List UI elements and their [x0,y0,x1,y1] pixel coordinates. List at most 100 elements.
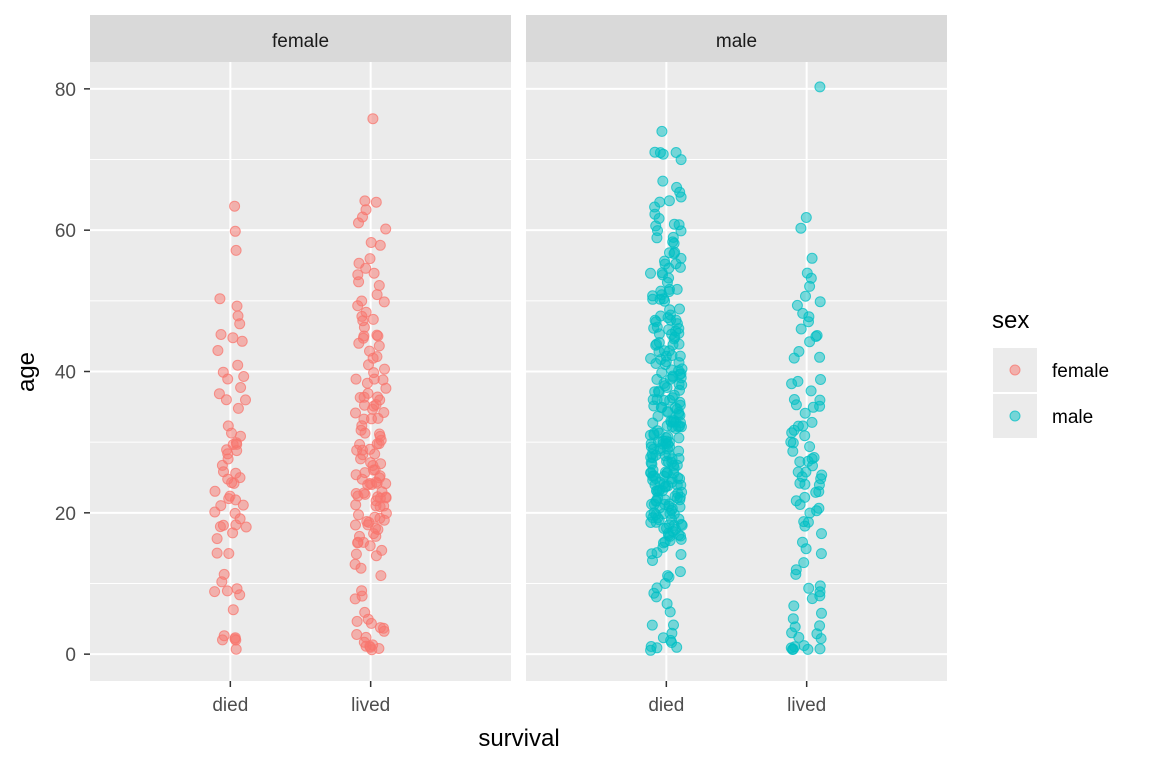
data-point [371,477,383,489]
legend-label: female [1052,361,1109,382]
data-point [222,373,234,385]
data-point [227,604,239,616]
data-point [650,358,662,369]
data-point [370,550,382,562]
data-point [359,427,371,439]
data-point [350,407,361,419]
data-point [350,519,361,531]
facet-strip-label: male [716,31,757,52]
data-point [799,520,811,532]
x-tick-label: lived [351,695,390,716]
legend-swatch [1009,410,1021,422]
data-point [366,413,377,425]
data-point [800,543,812,555]
data-point [229,225,241,237]
data-point [798,557,810,569]
data-point [804,280,816,292]
data-point [675,549,687,560]
data-point [788,352,800,364]
data-point [799,478,811,490]
data-point [224,490,236,502]
data-point [350,499,362,511]
data-point [221,585,233,597]
data-point [663,195,675,207]
data-point [357,449,369,461]
data-point [806,252,818,264]
data-point [229,200,241,212]
data-point [373,643,385,654]
data-point [786,427,798,439]
facet-panel-female: female [90,15,511,681]
data-point [368,267,380,279]
data-point [647,555,658,566]
data-point [811,505,823,517]
data-point [237,499,249,511]
data-point [675,154,687,166]
data-point [360,262,372,274]
data-point [807,460,818,472]
data-point [810,486,822,498]
data-point [231,300,243,312]
y-tick-label: 20 [55,504,76,525]
legend: sex female male [992,307,1109,438]
data-point [364,253,376,265]
data-point [373,340,385,352]
data-point [666,421,678,433]
data-point [370,196,382,208]
data-point [214,293,226,305]
y-axis-title: age [13,352,40,392]
data-point [353,217,364,229]
data-point [220,394,232,406]
data-point [791,299,803,311]
data-point [675,191,687,203]
data-point [240,521,252,533]
data-point [232,359,244,371]
data-point [351,629,363,640]
facet-panel-male: male [526,15,947,681]
data-point [798,640,810,652]
data-point [364,540,376,552]
y-tick-label: 0 [65,645,76,666]
y-axis: 0 20 40 60 80 [55,80,90,666]
data-point [361,377,373,389]
data-point [674,303,685,315]
data-point [234,589,246,601]
data-point [373,438,385,450]
data-point [793,631,805,643]
data-point [349,593,361,605]
data-point [674,566,686,578]
data-point [651,232,663,244]
data-point [662,405,674,417]
data-point [667,236,679,248]
data-point [797,420,809,432]
legend-swatch [1009,364,1021,376]
data-point [799,407,811,419]
data-point [799,430,811,442]
data-point [228,477,240,489]
data-point [664,606,676,618]
data-point [235,382,247,393]
data-point [654,293,666,305]
data-point [227,527,239,539]
data-point [785,642,797,654]
data-point [816,469,828,481]
data-point [363,359,374,371]
data-point [815,548,827,560]
data-point [350,373,362,385]
data-point [209,506,221,518]
data-point [675,533,687,545]
data-point [814,81,826,93]
data-point [814,351,826,363]
data-point [226,427,237,439]
data-point [371,329,383,341]
data-point [786,378,798,390]
data-point [787,445,799,457]
data-point [209,485,221,497]
data-point [675,225,687,237]
data-point [352,536,364,548]
data-point [656,125,668,137]
x-tick-label: lived [787,695,826,716]
data-point [227,332,239,344]
facet-strip-label: female [272,31,329,52]
